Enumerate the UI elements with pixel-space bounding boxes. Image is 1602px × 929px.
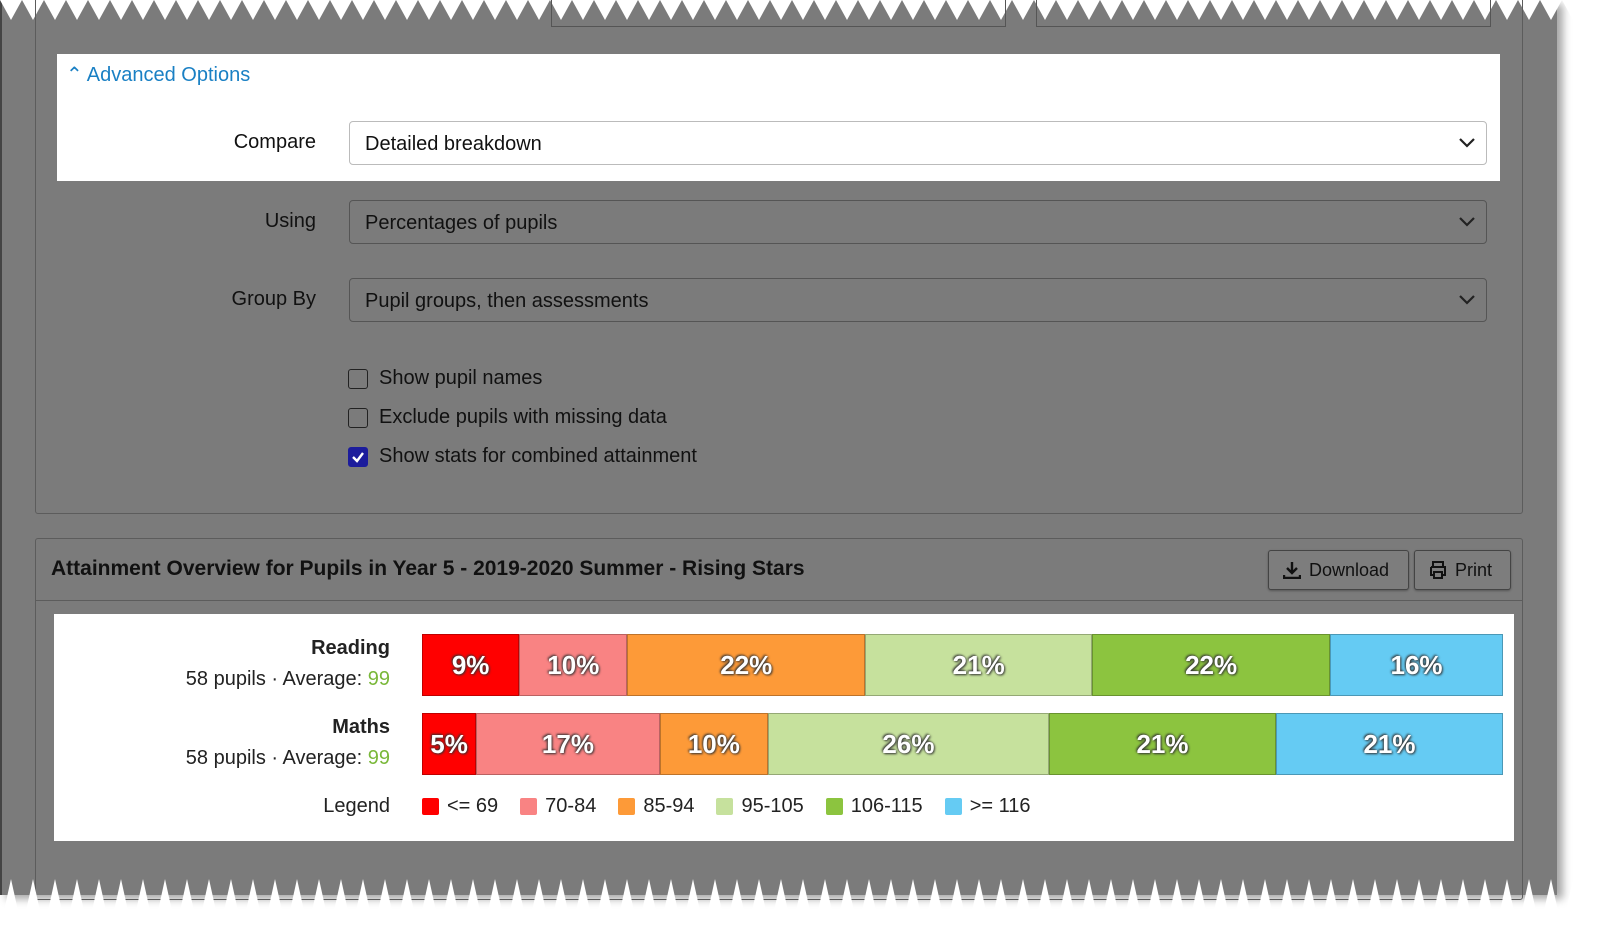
download-button[interactable]: Download (1268, 550, 1409, 590)
checkbox[interactable] (348, 447, 368, 467)
select-value[interactable]: Detailed breakdown (365, 133, 542, 155)
button-text[interactable]: Download (1309, 560, 1390, 580)
note-text: 58 pupils · Average: (185, 668, 363, 690)
legend-item: 95-105 (716, 795, 804, 818)
chevron (1459, 216, 1475, 227)
value-label: 22% (720, 649, 773, 680)
legend-item: <= 69 (422, 795, 498, 818)
advanced-toggle[interactable]: ⌃ Advanced Options (66, 64, 251, 86)
bar-row: 9% 10% 22% 21% 22% 16% (422, 634, 1503, 696)
bar-segment: 10% (659, 713, 768, 775)
bar-segment: 22% (1092, 634, 1331, 696)
torn-edge-bottom (0, 879, 1602, 929)
value-label: 16% (1390, 649, 1443, 680)
select-value[interactable]: Pupil groups, then assessments (365, 290, 649, 312)
category-note: 58 pupils · Average: 99 (60, 747, 390, 770)
category-label: Reading (311, 637, 390, 659)
zigzag (0, 0, 1602, 20)
field-label: Using (264, 209, 316, 232)
legend-item: 106-115 (825, 795, 923, 818)
panel-title: Attainment Overview for Pupils in Year 5… (51, 557, 805, 580)
value-label: 17% (541, 728, 594, 759)
bar-segment: 16% (1330, 634, 1503, 696)
note-text: 58 pupils · Average: (185, 747, 363, 769)
bar-segment: 9% (422, 634, 520, 696)
download-icon (1283, 562, 1301, 579)
legend-item: 85-94 (618, 795, 694, 818)
bar-segment: 26% (767, 713, 1049, 775)
checkbox-label[interactable]: Exclude pupils with missing data (379, 406, 667, 428)
bar-segment: 21% (865, 634, 1093, 696)
toggle-text[interactable]: Advanced Options (86, 64, 251, 86)
legend-swatch (944, 798, 962, 815)
value-label: 10% (687, 728, 740, 759)
category-note: 58 pupils · Average: 99 (60, 668, 390, 691)
value-label: 26% (882, 728, 935, 759)
field-label: Compare (233, 131, 316, 153)
legend-swatch (422, 798, 439, 815)
field-label: Group By (231, 288, 316, 310)
button-text[interactable]: Print (1455, 560, 1493, 580)
chevron (1459, 295, 1475, 305)
legend-swatch (618, 798, 636, 815)
bar-segment: 21% (1048, 713, 1276, 775)
checkbox-label[interactable]: Show pupil names (379, 367, 543, 389)
legend-item: >= 116 (944, 795, 1031, 818)
average: 99 (367, 747, 390, 769)
select[interactable]: Percentages of pupils (349, 199, 1487, 244)
zigzag (0, 879, 1602, 929)
legend-label: 70-84 (545, 795, 597, 817)
chevron (1459, 138, 1475, 148)
value-label: 21% (1363, 728, 1416, 759)
bar-segment: 10% (519, 634, 628, 696)
legend: <= 69 70-84 85-94 95-105 106-115 >= 116 (422, 795, 1031, 818)
bar-segment: 17% (476, 713, 660, 775)
select[interactable]: Detailed breakdown (349, 121, 1487, 165)
legend-item: 70-84 (520, 795, 596, 818)
partial-select (551, 0, 1006, 27)
bar-segment: 5% (422, 713, 477, 775)
legend-label: <= 69 (447, 795, 499, 817)
average: 99 (367, 668, 390, 690)
value-label: 9% (451, 649, 490, 680)
legend-label: 85-94 (643, 795, 695, 817)
print-button[interactable]: Print (1414, 550, 1511, 590)
bar-segment: 22% (627, 634, 866, 696)
bar-row: 5% 17% 10% 26% 21% 21% (422, 713, 1503, 775)
panel-divider (36, 600, 1522, 601)
category-label: Maths (332, 716, 390, 738)
torn-edge-top (0, 0, 1602, 20)
print-icon (1430, 561, 1446, 579)
value-label: 5% (430, 728, 468, 759)
checkmark (352, 452, 364, 463)
partial-select (1036, 0, 1491, 27)
select[interactable]: Pupil groups, then assessments (349, 278, 1487, 322)
checkbox[interactable] (348, 408, 368, 428)
select-value[interactable]: Percentages of pupils (365, 211, 558, 234)
legend-title: Legend (323, 795, 390, 817)
legend-swatch (825, 798, 843, 815)
legend-swatch (716, 798, 734, 815)
checkbox[interactable] (348, 369, 368, 389)
checkbox-label[interactable]: Show stats for combined attainment (379, 445, 697, 467)
legend-label: 95-105 (741, 795, 804, 817)
legend-label: >= 116 (969, 795, 1031, 817)
legend-label: 106-115 (850, 795, 923, 817)
value-label: 10% (547, 649, 600, 680)
options-panel (35, 0, 1523, 514)
value-label: 22% (1185, 649, 1238, 680)
legend-swatch (520, 798, 538, 815)
value-label: 21% (952, 649, 1005, 680)
value-label: 21% (1136, 728, 1189, 759)
bar-segment: 21% (1275, 713, 1503, 775)
